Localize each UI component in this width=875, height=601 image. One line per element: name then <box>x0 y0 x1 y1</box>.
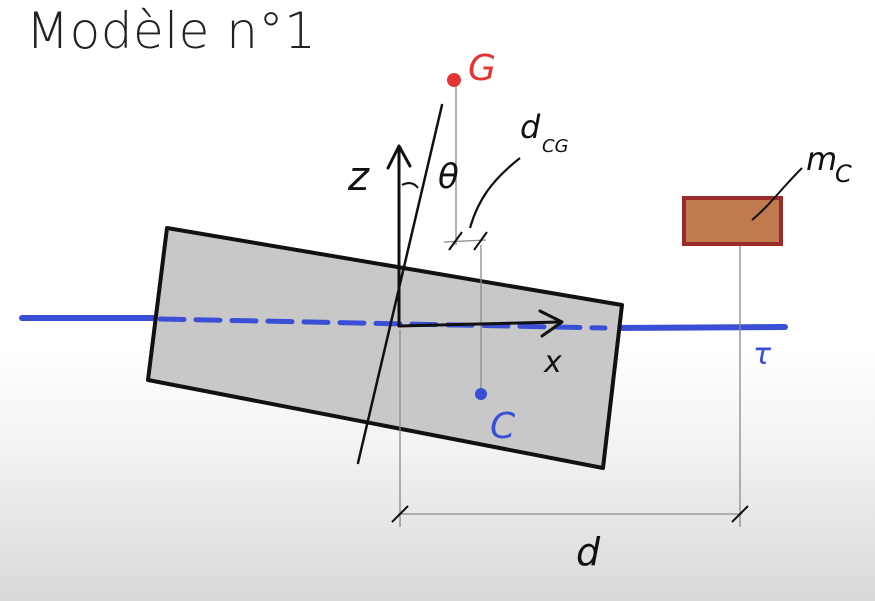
label-dcg-sub: CG <box>542 136 569 157</box>
dcg-leader <box>468 157 521 229</box>
construction-lines <box>398 82 742 527</box>
mass-leader <box>751 167 803 221</box>
mass-block <box>682 196 783 246</box>
label-mc-sub: C <box>835 160 852 188</box>
block-dashed-axis <box>157 316 608 331</box>
point-c <box>475 388 487 400</box>
label-g: G <box>468 48 496 89</box>
label-x: x <box>543 345 562 380</box>
label-dcg: d <box>520 108 541 146</box>
horizontal-axis <box>19 315 788 331</box>
label-d: d <box>576 530 601 574</box>
label-mc: m <box>806 140 837 178</box>
dimension-ticks <box>391 231 749 523</box>
label-z: z <box>347 154 370 200</box>
x-axis-arrow <box>397 309 564 338</box>
point-g <box>447 73 461 87</box>
label-tick: τ <box>753 337 772 372</box>
label-c: C <box>490 406 516 447</box>
theta-arc <box>401 182 419 189</box>
page-title: Modèle n°1 <box>26 2 317 60</box>
z-axis-arrow <box>386 144 412 328</box>
label-theta: θ <box>438 157 459 197</box>
